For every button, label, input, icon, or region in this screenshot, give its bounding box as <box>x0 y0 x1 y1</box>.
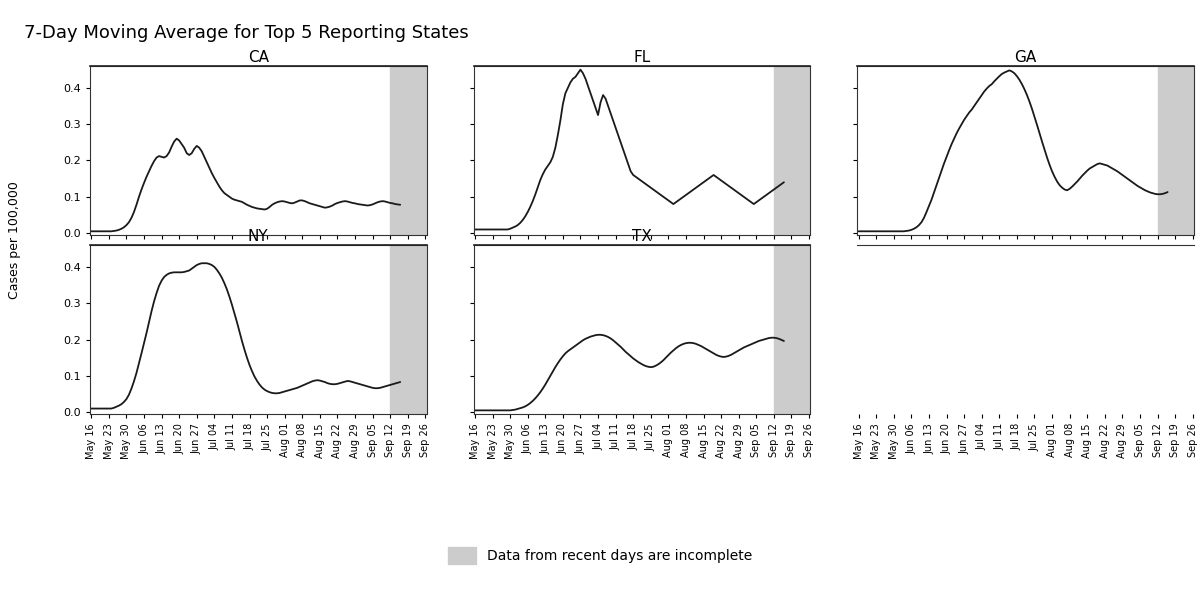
Title: TX: TX <box>632 229 652 244</box>
Bar <box>774 66 810 235</box>
Title: FL: FL <box>634 50 650 65</box>
Title: NY: NY <box>248 229 269 244</box>
Text: Cases per 100,000: Cases per 100,000 <box>8 181 20 299</box>
Text: 7-Day Moving Average for Top 5 Reporting States: 7-Day Moving Average for Top 5 Reporting… <box>24 24 469 42</box>
Bar <box>1158 66 1194 235</box>
Bar <box>774 245 810 414</box>
Bar <box>390 245 426 414</box>
Title: CA: CA <box>247 50 269 65</box>
Bar <box>390 66 426 235</box>
Legend: Data from recent days are incomplete: Data from recent days are incomplete <box>443 541 757 569</box>
Title: GA: GA <box>1014 50 1037 65</box>
